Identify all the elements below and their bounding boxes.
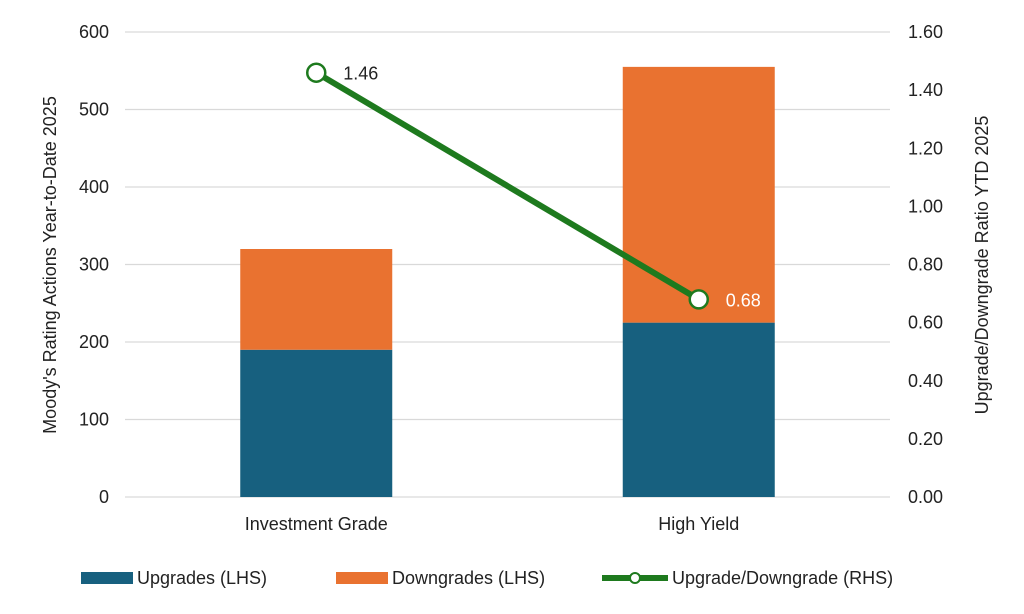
ratio-point	[688, 289, 709, 310]
legend: Upgrades (LHS) Downgrades (LHS) Upgrade/Do…	[81, 568, 893, 588]
left-tick-label: 500	[79, 100, 109, 120]
right-tick-label: 0.80	[908, 255, 943, 275]
left-tick-label: 0	[99, 487, 109, 507]
left-axis-label: Moody's Rating Actions Year-to-Date 2025	[40, 96, 60, 434]
ratio-point	[306, 62, 327, 83]
left-tick-label: 100	[79, 410, 109, 430]
x-axis-ticks: Investment Grade High Yield	[245, 514, 740, 534]
upgrades-bar	[622, 322, 775, 497]
right-tick-label: 0.40	[908, 371, 943, 391]
upgrades-bar	[240, 349, 393, 497]
downgrades-bar	[240, 249, 393, 350]
left-axis-ticks: 0 100 200 300 400 500 600	[79, 22, 109, 507]
left-tick-label: 600	[79, 22, 109, 42]
left-tick-label: 300	[79, 255, 109, 275]
ratio-data-label: 1.46	[343, 64, 378, 84]
downgrades-bar	[622, 66, 775, 323]
right-axis-ticks: 0.00 0.20 0.40 0.60 0.80 1.00 1.20 1.40 1.60	[908, 22, 943, 507]
right-tick-label: 0.00	[908, 487, 943, 507]
ratio-data-label: 0.68	[726, 290, 761, 310]
legend-swatch	[336, 572, 388, 584]
right-tick-label: 1.20	[908, 138, 943, 158]
legend-marker	[629, 572, 641, 584]
bars	[240, 66, 775, 497]
right-tick-label: 0.60	[908, 313, 943, 333]
legend-label: Upgrade/Downgrade (RHS)	[672, 568, 893, 588]
gridlines	[125, 31, 890, 498]
right-axis-label: Upgrade/Downgrade Ratio YTD 2025	[972, 116, 992, 415]
left-tick-label: 400	[79, 177, 109, 197]
left-tick-label: 200	[79, 332, 109, 352]
legend-label: Downgrades (LHS)	[392, 568, 545, 588]
right-tick-label: 1.00	[908, 196, 943, 216]
x-tick-label: High Yield	[658, 514, 739, 534]
right-tick-label: 1.60	[908, 22, 943, 42]
right-tick-label: 0.20	[908, 429, 943, 449]
legend-swatch	[81, 572, 133, 584]
legend-label: Upgrades (LHS)	[137, 568, 267, 588]
right-tick-label: 1.40	[908, 80, 943, 100]
ratio-line	[314, 70, 701, 302]
ratio-line-series: 1.46 0.68	[306, 62, 761, 310]
x-tick-label: Investment Grade	[245, 514, 388, 534]
